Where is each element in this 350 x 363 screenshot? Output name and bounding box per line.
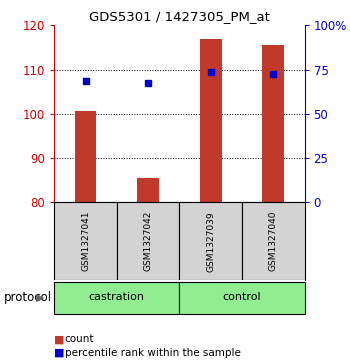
Text: castration: castration xyxy=(89,293,145,302)
Bar xyxy=(137,178,159,202)
Title: GDS5301 / 1427305_PM_at: GDS5301 / 1427305_PM_at xyxy=(89,10,270,23)
Text: GSM1327041: GSM1327041 xyxy=(81,211,90,272)
Bar xyxy=(200,38,222,202)
Text: GSM1327040: GSM1327040 xyxy=(269,211,278,272)
Bar xyxy=(179,202,242,281)
Text: ▶: ▶ xyxy=(36,293,44,302)
Bar xyxy=(117,202,179,281)
Text: ■: ■ xyxy=(54,334,65,344)
Text: ■: ■ xyxy=(54,348,65,358)
Bar xyxy=(262,45,284,202)
Text: count: count xyxy=(65,334,94,344)
Text: percentile rank within the sample: percentile rank within the sample xyxy=(65,348,241,358)
Bar xyxy=(75,111,97,202)
Bar xyxy=(179,282,304,314)
Text: GSM1327039: GSM1327039 xyxy=(206,211,215,272)
Text: protocol: protocol xyxy=(4,291,52,304)
Bar xyxy=(242,202,304,281)
Text: GSM1327042: GSM1327042 xyxy=(144,211,153,272)
Bar xyxy=(54,202,117,281)
Bar xyxy=(54,282,179,314)
Text: control: control xyxy=(223,293,261,302)
